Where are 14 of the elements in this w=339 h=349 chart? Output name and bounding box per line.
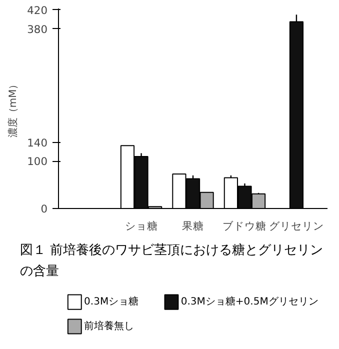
x-tick-label: ショ糖 bbox=[124, 220, 158, 232]
legend-label: 0.3Mショ糖 bbox=[84, 296, 139, 308]
legend-label: 0.3Mショ糖+0.5Mグリセリン bbox=[180, 296, 318, 308]
y-tick-label: 140 bbox=[27, 136, 48, 150]
y-tick-label: 420 bbox=[27, 4, 48, 17]
text: 図１ 前培養後のワサビ茎頂における糖とグリセリンの含量 bbox=[20, 242, 324, 281]
legend-label: 前培養無し bbox=[84, 320, 134, 332]
x-tick-label: 果糖 bbox=[182, 220, 204, 232]
x-tick-label: ブドウ糖 bbox=[222, 220, 267, 232]
x-tick-label: グリセリン bbox=[268, 220, 324, 232]
y-tick-label: 100 bbox=[27, 155, 48, 168]
y-tick-label: 0 bbox=[40, 202, 48, 216]
y-axis-title: 濃度（mM） bbox=[7, 79, 20, 138]
y-tick-label: 380 bbox=[27, 22, 48, 36]
